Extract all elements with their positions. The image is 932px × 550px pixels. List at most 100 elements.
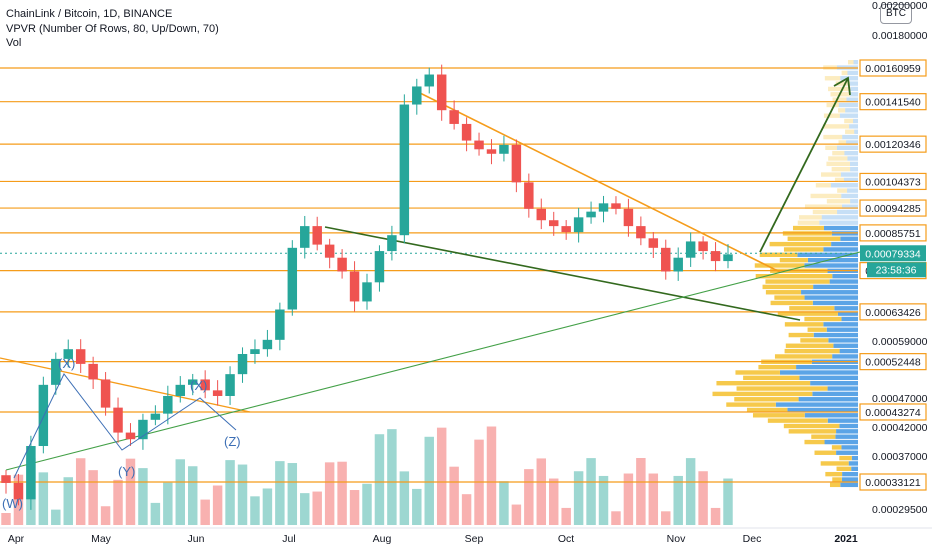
vp-bar-up <box>827 386 858 391</box>
price-axis-tick: 0.00059000 <box>872 336 928 348</box>
vp-bar-down <box>845 129 855 134</box>
vp-bar-down <box>804 439 825 445</box>
price-level-label: 0.00085751 <box>865 228 921 240</box>
candle-body <box>212 390 223 396</box>
vp-bar-down <box>788 332 814 338</box>
vp-bar-down <box>712 391 813 397</box>
price-axis: 0.00160959 0.00141540 0.00120346 0.00104373… <box>859 0 928 516</box>
vp-bar-up <box>853 118 858 124</box>
candle-body <box>611 203 621 209</box>
candle-body <box>623 208 634 227</box>
candle-body <box>362 282 372 302</box>
vp-bar-down <box>815 183 831 188</box>
vpvr-indicator-label[interactable]: VPVR (Number Of Rows, 80, Up/Down, 70) <box>6 23 219 35</box>
price-axis-tick: 0.00200000 <box>872 0 928 12</box>
wave-label: (X) <box>58 356 75 371</box>
vp-bar-down <box>736 386 828 391</box>
vp-bar-up <box>799 375 858 381</box>
vp-bar-up <box>823 225 858 231</box>
price-axis-tick: 0.00180000 <box>872 30 928 42</box>
volume-bar <box>1 513 11 525</box>
time-axis-tick: Oct <box>558 533 574 545</box>
volume-bar <box>225 460 235 525</box>
vp-bar-up <box>839 348 858 354</box>
vp-bar-up <box>847 188 858 193</box>
wave-label: (X) <box>190 378 207 393</box>
vp-bar-up <box>850 86 858 92</box>
vp-bar-down <box>812 209 838 215</box>
vp-bar-down <box>838 140 847 145</box>
vp-bar-down <box>779 257 808 263</box>
vp-bar-up <box>837 311 858 316</box>
candle-body <box>548 220 559 227</box>
vp-bar-up <box>843 177 858 183</box>
time-axis-tick: 2021 <box>834 533 858 545</box>
currency-unit-button[interactable]: BTC <box>880 4 912 24</box>
vp-bar-up <box>840 76 858 81</box>
vp-bar-up <box>810 381 858 386</box>
price-level-label: 0.00052448 <box>865 357 921 369</box>
vp-bar-down <box>824 76 841 81</box>
candle-body <box>710 251 721 262</box>
vp-bar-up <box>847 156 858 161</box>
vp-bar-down <box>823 113 840 118</box>
volume-bar <box>200 499 210 525</box>
vp-bar-up <box>837 209 858 215</box>
candle-body <box>1 475 11 483</box>
volume-bar <box>661 511 671 525</box>
volume-bar <box>287 463 298 525</box>
volume-bar <box>573 471 584 525</box>
vp-bar-down <box>765 279 830 284</box>
vp-bar-up <box>849 92 858 97</box>
candle-body <box>200 379 210 391</box>
volume-bar <box>250 496 260 525</box>
volume-bar <box>163 482 173 525</box>
volume-bar <box>38 472 49 525</box>
candle-body <box>225 374 235 396</box>
vp-bar-up <box>850 161 858 167</box>
projection-arrow-line <box>759 77 849 253</box>
vp-bar-down <box>841 70 848 76</box>
vp-bar-up <box>798 397 858 402</box>
vp-bar-down <box>765 290 802 295</box>
candle-body <box>312 226 322 245</box>
vp-bar-up <box>832 274 858 279</box>
volume-bar <box>623 473 634 525</box>
candle-body <box>661 247 671 272</box>
vp-bar-up <box>807 257 858 263</box>
vp-bar-up <box>830 183 858 188</box>
vp-bar-up <box>804 413 858 418</box>
time-axis-tick: Jun <box>188 533 205 545</box>
volume-bar <box>636 458 646 525</box>
vp-bar-up <box>839 113 858 118</box>
volume-indicator-label[interactable]: Vol <box>6 37 22 49</box>
volume-bar <box>461 494 472 525</box>
candle-body <box>63 349 73 359</box>
volume-bar <box>113 479 123 525</box>
candle-body <box>436 74 447 111</box>
candle-body <box>685 241 696 258</box>
vp-bar-down <box>789 306 835 311</box>
price-level-label: 0.00094285 <box>865 203 921 215</box>
vp-bar-down <box>832 477 842 482</box>
candle-body <box>499 144 509 154</box>
volume-bar <box>300 493 310 525</box>
price-level-label: 0.00063426 <box>865 307 921 319</box>
vp-bar-down <box>783 247 824 252</box>
time-axis-tick: Apr <box>8 533 25 545</box>
price-level-tag <box>859 59 927 77</box>
price-level-label: 0.00104373 <box>865 176 921 188</box>
wave-pattern: (W) (X) (Y) (X) (Z) <box>2 356 241 511</box>
vp-bar-down <box>807 327 827 332</box>
volume-bar <box>511 504 522 525</box>
vp-bar-up <box>804 263 858 268</box>
vp-bar-down <box>774 295 805 300</box>
price-level-label: 0.00033121 <box>865 477 921 489</box>
vp-bar-up <box>824 439 858 445</box>
volume-bar <box>698 471 708 525</box>
volume-bar <box>499 481 509 525</box>
volume-bar <box>275 461 285 525</box>
volume-bar <box>611 511 621 525</box>
price-level-tag <box>859 172 927 191</box>
